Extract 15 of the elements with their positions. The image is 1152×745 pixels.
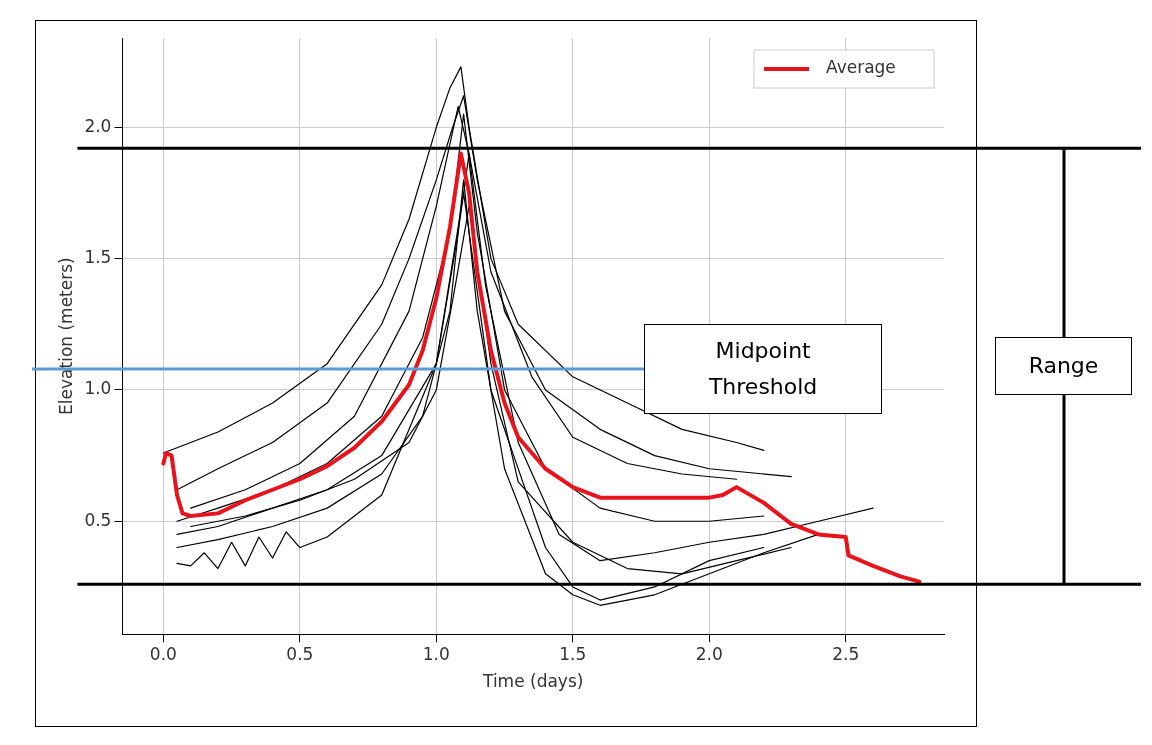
text-box: Range — [995, 337, 1132, 396]
x-tick-label: 1.0 — [422, 643, 450, 664]
y-tick-label: 1.0 — [84, 378, 112, 399]
x-axis-title: Time (days) — [482, 671, 584, 692]
x-tick-label: 2.5 — [832, 643, 860, 664]
text-box: Midpoint Threshold — [644, 323, 883, 414]
x-tick-label: 1.5 — [559, 643, 587, 664]
x-tick-label: 0.0 — [149, 643, 177, 664]
legend-label: Average — [826, 57, 896, 78]
y-tick-label: 1.5 — [84, 247, 112, 268]
y-tick-label: 0.5 — [84, 509, 112, 530]
y-tick-label: 2.0 — [84, 115, 112, 136]
y-axis-title: Elevation (meters) — [55, 257, 76, 415]
x-tick-label: 2.0 — [695, 643, 723, 664]
x-tick-label: 0.5 — [286, 643, 314, 664]
